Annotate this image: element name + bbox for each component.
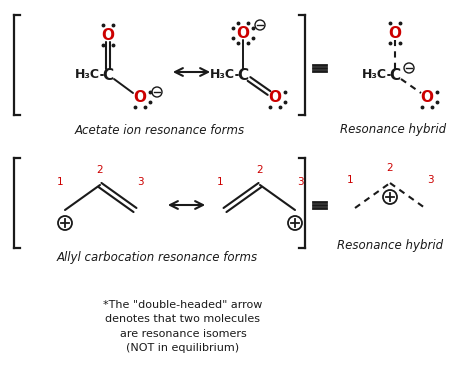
Text: C: C xyxy=(237,67,248,82)
Text: 2: 2 xyxy=(97,165,103,175)
Text: H₃C: H₃C xyxy=(210,68,235,81)
Text: Resonance hybrid: Resonance hybrid xyxy=(340,124,446,137)
Text: C: C xyxy=(390,67,401,82)
Text: O: O xyxy=(420,89,434,105)
Text: 1: 1 xyxy=(57,177,64,187)
Text: 3: 3 xyxy=(137,177,143,187)
Text: O: O xyxy=(389,25,401,40)
Text: Allyl carbocation resonance forms: Allyl carbocation resonance forms xyxy=(56,251,257,265)
Text: O: O xyxy=(101,28,115,42)
Text: H₃C: H₃C xyxy=(75,68,100,81)
Text: 3: 3 xyxy=(427,175,433,185)
Text: 2: 2 xyxy=(387,163,393,173)
Text: 1: 1 xyxy=(217,177,223,187)
Text: 1: 1 xyxy=(346,175,353,185)
Text: O: O xyxy=(237,25,249,40)
Text: 2: 2 xyxy=(257,165,264,175)
Text: *The "double-headed" arrow
denotes that two molecules
are resonance isomers
(NOT: *The "double-headed" arrow denotes that … xyxy=(103,300,263,353)
Text: Resonance hybrid: Resonance hybrid xyxy=(337,238,443,251)
Text: 3: 3 xyxy=(297,177,303,187)
Text: C: C xyxy=(102,67,114,82)
Text: H₃C: H₃C xyxy=(362,68,387,81)
Text: O: O xyxy=(134,89,146,105)
Text: Acetate ion resonance forms: Acetate ion resonance forms xyxy=(75,124,245,137)
Text: O: O xyxy=(268,89,282,105)
